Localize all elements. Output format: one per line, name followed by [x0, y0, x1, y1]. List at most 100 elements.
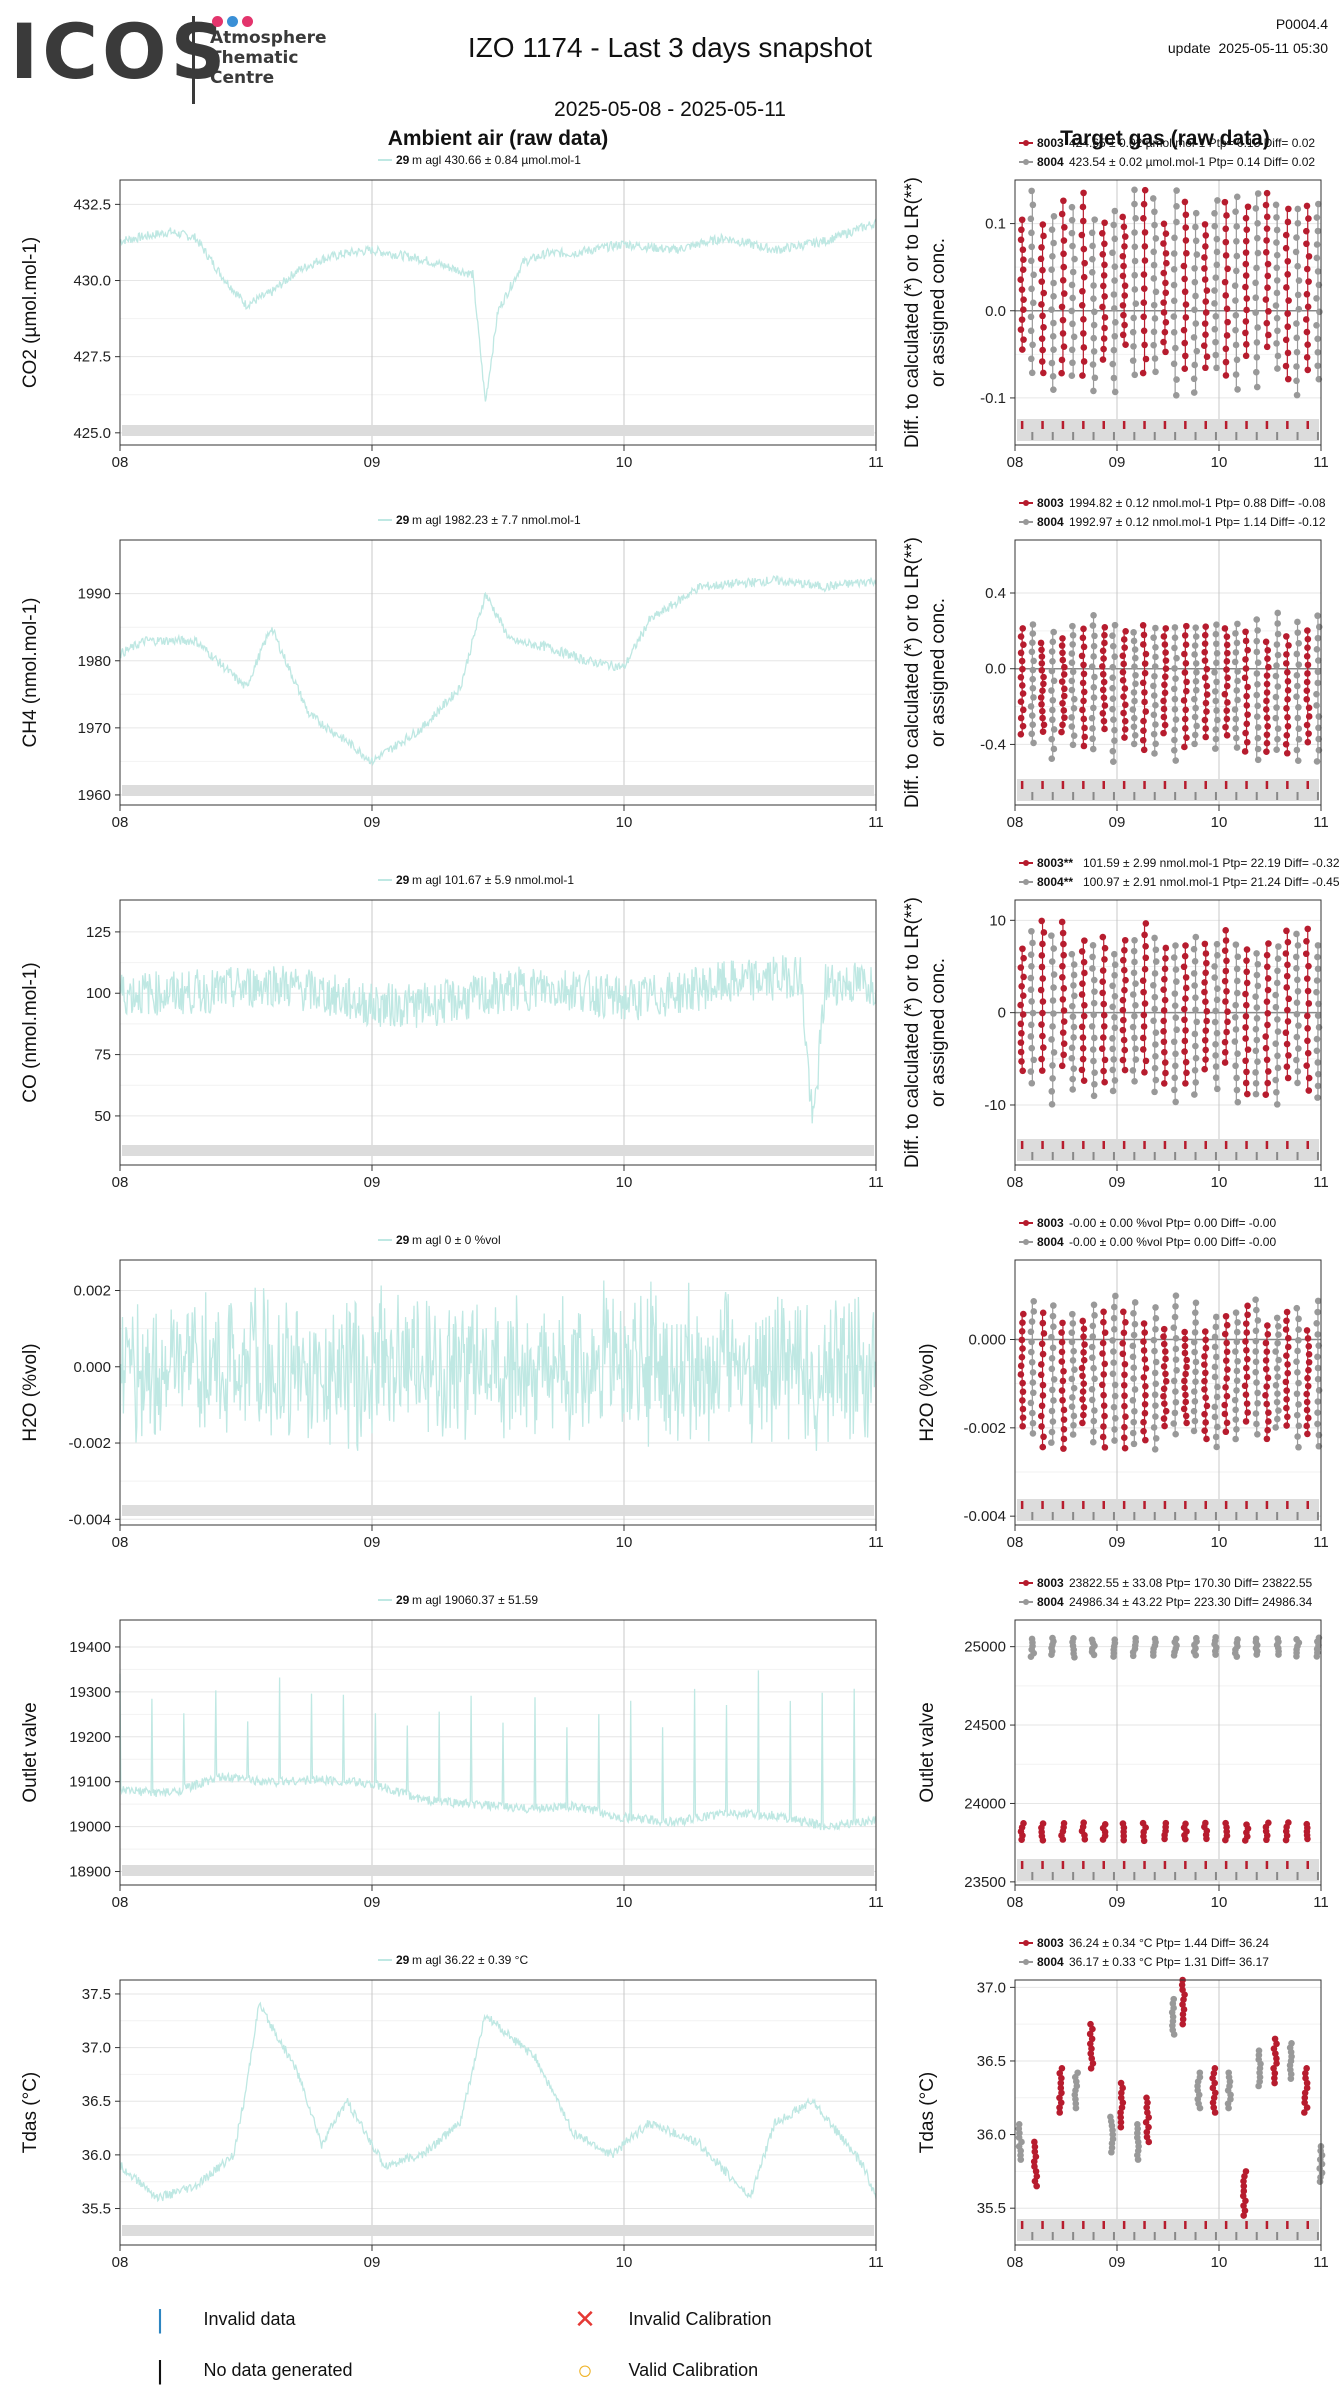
target-8004-point: [1129, 1023, 1137, 1031]
target-8004-point: [1252, 1410, 1260, 1417]
target-8003-point: [1305, 253, 1313, 260]
target-8003-point: [1181, 743, 1188, 751]
target-8003-point: [1100, 1423, 1107, 1430]
target-8004-point: [1212, 1041, 1219, 1048]
target-8004-point: [1089, 942, 1097, 949]
target-8004-point: [1130, 1310, 1137, 1317]
target-8004-point: [1070, 1634, 1077, 1642]
target-8004-point: [1027, 327, 1035, 335]
x-tick-label: 11: [868, 1534, 884, 1551]
target-8003-point: [1080, 1411, 1087, 1419]
target-8003-point: [1039, 975, 1047, 982]
target-8003-point: [1039, 998, 1047, 1005]
target-8003-point: [1202, 1419, 1209, 1426]
target-8003-point: [1087, 2020, 1094, 2028]
target-8004-point: [1111, 1326, 1118, 1333]
target-8003-point: [1303, 721, 1311, 729]
target-8004-point: [1192, 994, 1199, 1001]
target-8004-point: [1152, 958, 1160, 965]
target-8003-point: [1145, 2123, 1152, 2131]
target-8003-point: [1017, 698, 1025, 706]
target-8003-point: [1019, 1422, 1026, 1430]
target-8004-point: [1089, 361, 1097, 368]
target-8003-point: [1305, 1074, 1313, 1082]
target-8004-point: [1068, 677, 1076, 685]
target-8004-point: [1315, 1342, 1322, 1349]
target-8003-point: [1120, 1036, 1128, 1044]
target-8004-point: [1211, 210, 1218, 217]
target-8003-point: [1303, 290, 1311, 298]
target-8003-point: [1303, 2084, 1311, 2092]
target-8004-point: [1090, 387, 1097, 395]
target-8004-point: [1314, 953, 1321, 961]
target-8003-point: [1018, 1058, 1025, 1065]
target-8003-point: [1203, 1017, 1210, 1025]
target-8004-point: [1172, 392, 1180, 399]
target-8003-point: [1059, 996, 1067, 1003]
target-8004-point: [1152, 1304, 1159, 1311]
target-8004-point: [1212, 1313, 1220, 1321]
target-8004-point: [1171, 1313, 1179, 1321]
target-8004-point: [1253, 648, 1261, 656]
target-8003-point: [1039, 346, 1046, 354]
target-8004-point: [1315, 375, 1323, 383]
target-8004-point: [1190, 1407, 1198, 1415]
legend-series-label: 101.59 ± 2.99 nmol.mol-1 Ptp= 22.19 Diff…: [1083, 856, 1340, 870]
target-8003-point: [1285, 642, 1292, 649]
target-8003-point: [1038, 1340, 1046, 1348]
target-8004-point: [1313, 1319, 1320, 1327]
y-tick-label: 430.0: [73, 273, 111, 290]
target-8004-point: [1313, 241, 1321, 248]
target-8004-point: [1050, 293, 1057, 300]
target-8003-point: [1019, 1011, 1027, 1018]
target-8004-point: [1109, 1045, 1116, 1053]
target-8004-point: [1211, 1018, 1219, 1026]
target-8003-point: [1273, 2060, 1280, 2067]
target-8003-point: [1119, 1820, 1127, 1827]
target-8004-point: [1090, 653, 1097, 660]
target-8003-point: [1080, 697, 1087, 705]
y-tick-label: 18900: [69, 1864, 111, 1881]
flag-band: [1017, 1139, 1319, 1161]
target-8004-point: [1131, 286, 1139, 293]
target-8004-point: [1111, 1014, 1118, 1021]
target-8004-point: [1027, 974, 1035, 982]
target-8004-point: [1068, 372, 1076, 380]
target-8004-point: [1193, 722, 1200, 730]
target-8003-point: [1099, 933, 1107, 941]
target-8004-point: [1254, 745, 1262, 753]
target-8004-point: [1314, 268, 1322, 275]
target-8004-point: [1048, 667, 1056, 675]
target-8003-point: [1284, 687, 1292, 694]
target-8003-point: [1305, 1087, 1313, 1094]
target-8004-point: [1028, 648, 1036, 656]
legend-level: 29: [396, 1593, 410, 1607]
target-8004-point: [1091, 1312, 1098, 1319]
target-8003-point: [1059, 277, 1067, 284]
plot-frame: [119, 539, 877, 806]
target-8003-point: [1304, 1335, 1312, 1342]
target-8004-point: [1150, 730, 1158, 738]
target-8003-point: [1182, 237, 1190, 244]
target-8003-point: [1211, 2065, 1219, 2072]
target-8003-point: [1160, 1325, 1168, 1333]
y-tick-label: 1980: [78, 653, 111, 670]
target-8004-point: [1132, 680, 1139, 688]
target-8003-point: [1182, 725, 1189, 732]
target-8003-point: [1210, 2104, 1218, 2111]
target-8003-point: [1038, 952, 1046, 959]
target-8004-point: [1129, 1342, 1137, 1350]
target-8003-point: [1037, 1412, 1045, 1420]
target-8003-point: [1120, 1308, 1127, 1316]
target-8003-point: [1080, 625, 1087, 633]
target-8003-point: [1031, 2148, 1039, 2156]
target-8004-point: [1233, 1338, 1241, 1346]
target-8003-point: [1305, 962, 1312, 970]
target-8003-point: [1031, 2138, 1038, 2146]
target-8004-point: [1151, 970, 1159, 977]
y-axis-label: Outlet valve: [20, 1702, 41, 1802]
target-8004-point: [1234, 668, 1241, 675]
target-8004-point: [1295, 1443, 1302, 1451]
target-8003-point: [1031, 2163, 1038, 2170]
target-8003-point: [1039, 714, 1046, 722]
